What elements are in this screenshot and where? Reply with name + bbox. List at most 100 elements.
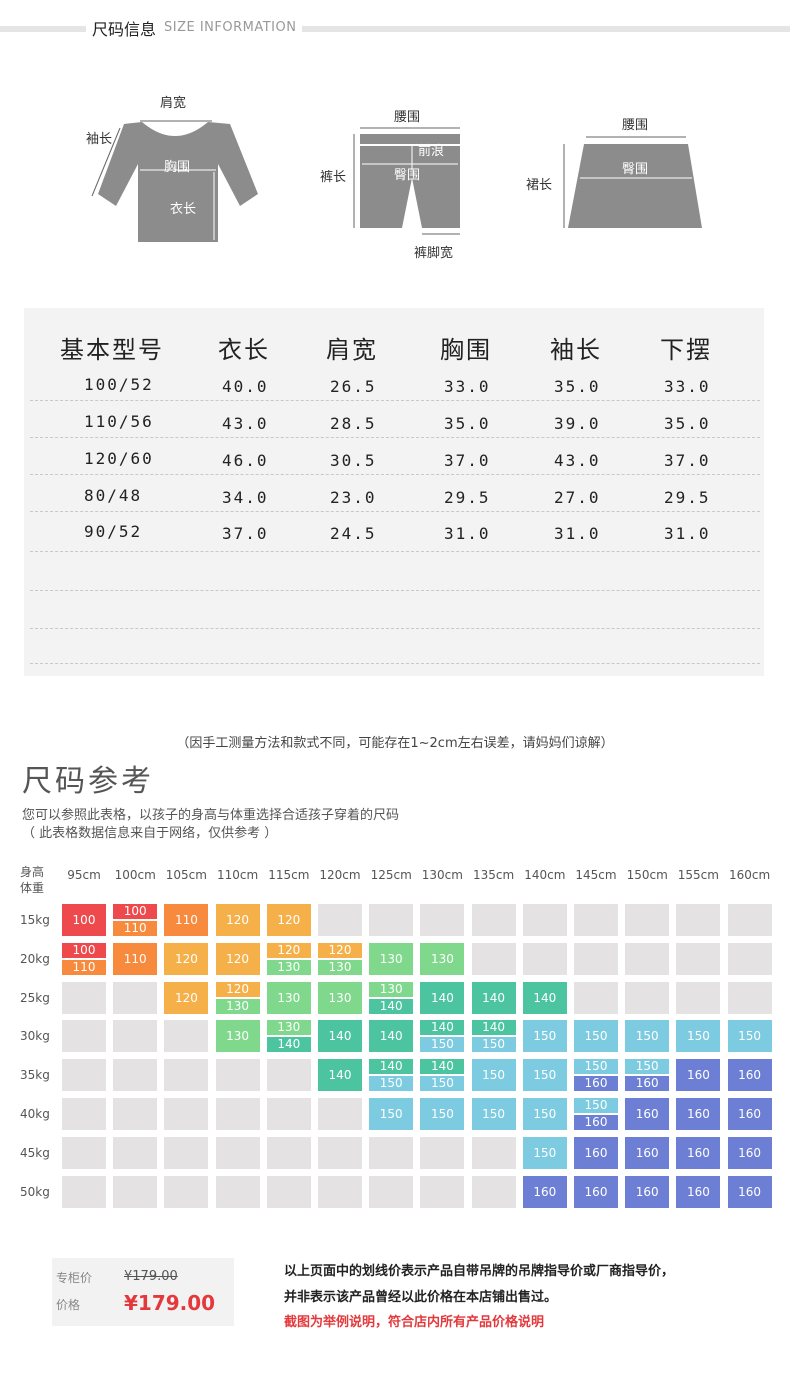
size-cell: 160 [676, 1059, 721, 1092]
size-cell [266, 1098, 311, 1130]
size-table: 基本型号 衣长 肩宽 胸围 袖长 下摆 100/52 40.0 26.5 33.… [24, 308, 764, 676]
size-cell [62, 981, 106, 1014]
table-header: 衣长 [218, 336, 270, 364]
size-value: 130 [369, 981, 414, 997]
reference-source-note: （ 此表格数据信息来自于网络，仅供参考 ） [22, 826, 278, 841]
row-divider [30, 511, 760, 512]
size-value: 150 [471, 1098, 516, 1130]
table-cell: 31.0 [444, 524, 491, 543]
size-cell: 160 [676, 1098, 721, 1130]
size-cell [215, 1059, 260, 1092]
table-cell: 33.0 [444, 377, 491, 396]
size-value: 130 [266, 981, 311, 1014]
size-value: 150 [625, 1020, 670, 1053]
weight-row-header: 35kg [20, 1068, 50, 1083]
row-divider [30, 551, 760, 552]
size-value: 150 [625, 1059, 670, 1075]
size-value: 110 [164, 904, 209, 936]
size-value: 110 [113, 942, 158, 975]
table-cell: 31.0 [664, 524, 711, 543]
size-cell: 160 [625, 1098, 670, 1130]
size-cell [471, 904, 516, 936]
size-value: 130 [215, 1020, 260, 1053]
size-cell: 150 [471, 1059, 516, 1092]
header-title: 尺码信息 [92, 20, 157, 39]
size-cell [266, 1136, 311, 1169]
size-cell: 130 140 [369, 981, 414, 1014]
size-cell [318, 1175, 362, 1208]
size-cell [574, 904, 618, 936]
size-cell: 160 [625, 1136, 670, 1169]
label-shoulder: 肩宽 [160, 96, 187, 111]
grid-corner: 身高 体重 [20, 864, 44, 896]
size-cell: 150 [471, 1098, 516, 1130]
label-pants-leg: 裤脚宽 [414, 246, 454, 261]
size-value: 160 [676, 1175, 721, 1208]
label-sleeve: 袖长 [86, 132, 113, 147]
table-cell: 80/48 [84, 486, 143, 505]
size-cell [369, 904, 414, 936]
size-cell: 160 [574, 1175, 618, 1208]
size-value: 130 [266, 1020, 311, 1036]
height-column-header: 140cm [524, 868, 566, 882]
size-value: 150 [727, 1020, 772, 1053]
size-cell [676, 942, 721, 975]
size-cell: 160 [676, 1136, 721, 1169]
table-header: 肩宽 [326, 336, 378, 364]
size-cell [62, 1059, 106, 1092]
table-header: 基本型号 [60, 336, 164, 364]
size-cell: 150 [369, 1098, 414, 1130]
row-divider [30, 437, 760, 438]
height-column-header: 160cm [728, 868, 771, 882]
measurement-note: （因手工测量方法和款式不同，可能存在1~2cm左右误差，请妈妈们谅解） [176, 736, 614, 751]
size-value: 120 [215, 981, 260, 997]
table-cell: 40.0 [222, 377, 269, 396]
table-cell: 43.0 [554, 451, 601, 470]
table-cell: 46.0 [222, 451, 269, 470]
size-cell [164, 1059, 209, 1092]
size-value: 150 [522, 1020, 567, 1053]
size-cell: 120 [266, 904, 311, 936]
weight-row-header: 30kg [20, 1029, 50, 1044]
size-cell: 150 160 [625, 1059, 670, 1092]
size-cell [727, 942, 772, 975]
size-value: 160 [727, 1175, 772, 1208]
table-cell: 120/60 [84, 449, 154, 468]
size-cell: 130 [369, 942, 414, 975]
row-divider [30, 663, 760, 664]
size-cell [62, 1098, 106, 1130]
size-cell [113, 1136, 158, 1169]
size-cell: 120 [164, 942, 209, 975]
size-cell: 150 [727, 1020, 772, 1053]
size-cell [164, 1136, 209, 1169]
size-cell: 150 160 [574, 1059, 618, 1092]
weight-row-header: 40kg [20, 1107, 50, 1121]
size-cell [113, 1098, 158, 1130]
size-value: 110 [62, 959, 106, 975]
row-divider [30, 474, 760, 475]
height-column-header: 100cm [114, 868, 156, 882]
size-value: 140 [369, 1020, 414, 1053]
label-skirt-hip: 臀围 [622, 162, 649, 177]
label-pants-rise: 前浪 [418, 144, 445, 159]
height-column-header: 105cm [165, 868, 207, 882]
size-value: 130 [318, 981, 362, 1014]
weight-row-header: 50kg [20, 1184, 50, 1199]
size-value: 160 [676, 1136, 721, 1169]
corner-height-label: 身高 [20, 865, 45, 879]
size-cell: 130 140 [266, 1020, 311, 1053]
table-cell: 30.5 [330, 451, 377, 470]
table-cell: 31.0 [554, 524, 601, 543]
size-value: 140 [522, 981, 567, 1014]
table-cell: 37.0 [664, 451, 711, 470]
size-cell [369, 1175, 414, 1208]
size-value: 120 [266, 942, 311, 958]
size-value: 160 [727, 1136, 772, 1169]
size-cell [215, 1175, 260, 1208]
size-value: 150 [420, 1076, 465, 1092]
size-cell [62, 1020, 106, 1053]
table-cell: 110/56 [84, 412, 154, 431]
size-cell [113, 1020, 158, 1053]
price-block: 专柜价 ¥179.00 价格 ¥179.00 [52, 1258, 234, 1326]
size-value: 160 [574, 1136, 618, 1169]
